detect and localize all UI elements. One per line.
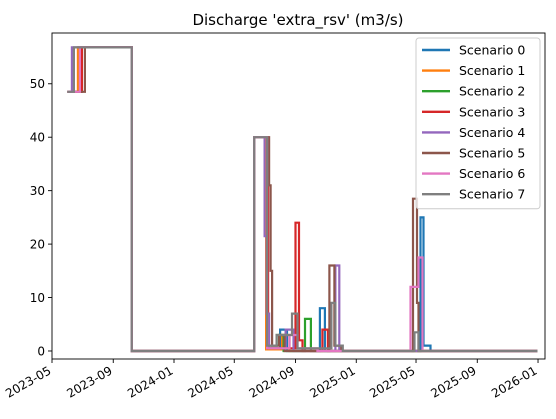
y-tick-label: 30 xyxy=(30,184,45,198)
legend-label: Scenario 4 xyxy=(459,125,525,140)
x-tick-label: 2024-01 xyxy=(125,363,175,400)
legend-label: Scenario 2 xyxy=(459,84,525,99)
x-tick-label: 2025-01 xyxy=(307,363,357,400)
legend-label: Scenario 7 xyxy=(459,187,525,202)
x-tick-label: 2024-05 xyxy=(185,363,235,400)
y-tick-label: 50 xyxy=(30,77,45,91)
y-tick-label: 20 xyxy=(30,237,45,251)
y-tick-label: 0 xyxy=(37,344,45,358)
y-tick-label: 40 xyxy=(30,131,45,145)
legend-label: Scenario 0 xyxy=(459,43,525,58)
y-tick-label: 10 xyxy=(30,291,45,305)
x-tick-label: 2023-09 xyxy=(64,363,114,400)
series-layer xyxy=(67,46,538,353)
x-tick-label: 2023-05 xyxy=(3,363,53,400)
x-tick-label: 2025-09 xyxy=(428,363,478,400)
x-axis: 2023-05 2023-09 2024-01 2024-05 2024-09 2025-… xyxy=(3,359,540,401)
legend-label: Scenario 1 xyxy=(459,63,525,78)
x-tick-label: 2024-09 xyxy=(247,363,297,400)
legend-box xyxy=(415,37,541,210)
legend: Scenario 0 Scenario 1 Scenario 2 Scenario 3… xyxy=(415,37,541,210)
chart-title: Discharge 'extra_rsv' (m3/s) xyxy=(192,11,403,30)
plot-border xyxy=(51,32,546,360)
legend-label: Scenario 3 xyxy=(459,104,525,119)
y-axis: 0 10 20 30 40 50 xyxy=(30,77,52,358)
x-tick-label: 2025-05 xyxy=(367,363,417,400)
legend-label: Scenario 6 xyxy=(459,166,525,181)
series-line-7 xyxy=(67,46,538,353)
legend-label: Scenario 5 xyxy=(459,146,525,161)
x-tick-label: 2026-01 xyxy=(489,363,539,400)
